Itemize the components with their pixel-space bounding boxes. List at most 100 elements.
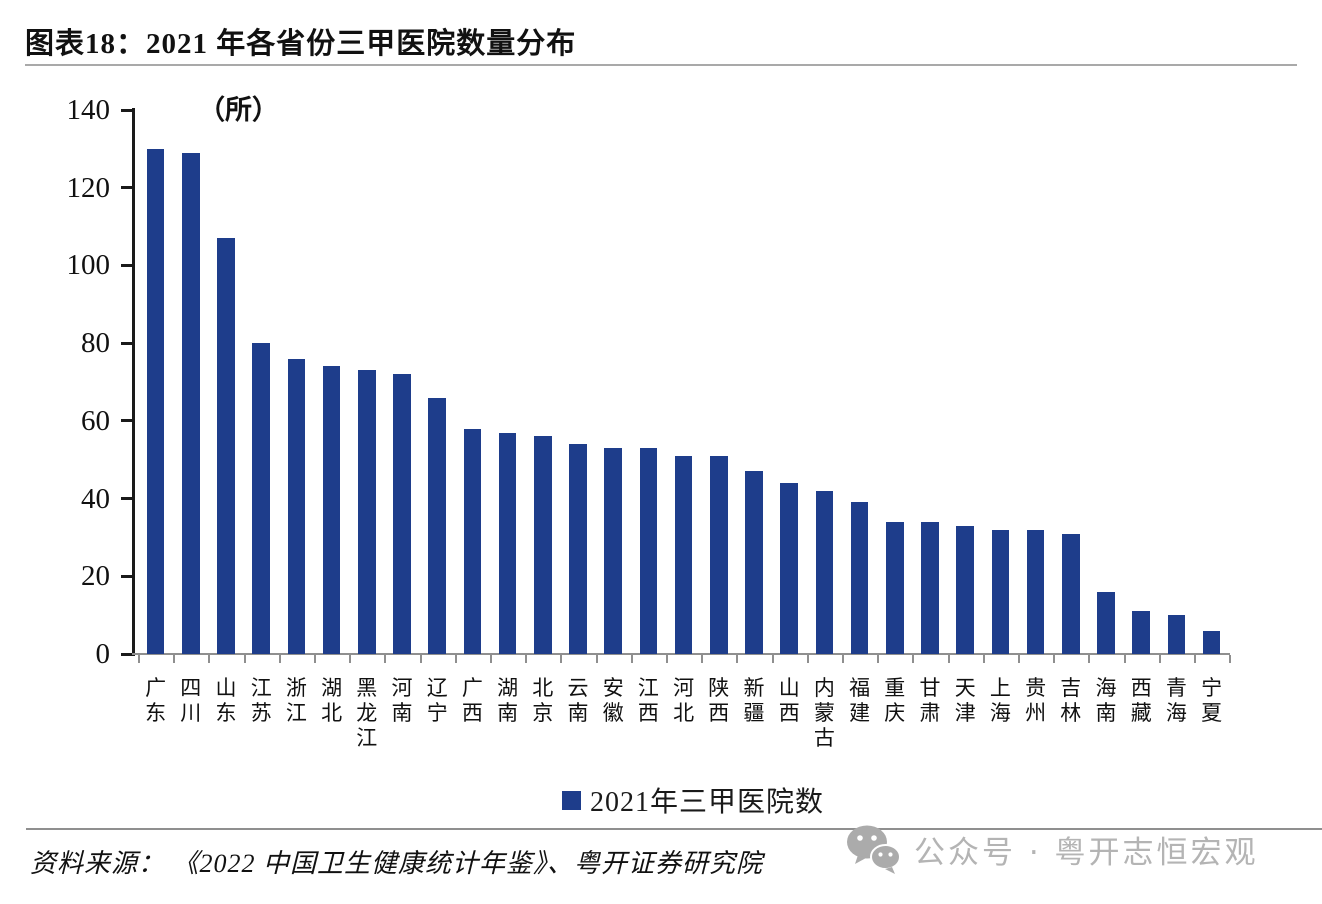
bar: [287, 358, 306, 654]
x-axis-label: 江西: [633, 676, 663, 726]
bar: [428, 397, 446, 654]
x-axis-label: 广西: [457, 676, 487, 726]
x-axis-tick: [1158, 655, 1161, 663]
x-axis-label-char: 北: [673, 701, 695, 725]
x-axis-label-char: 西: [461, 701, 483, 725]
x-axis-label-char: 山: [215, 676, 237, 700]
x-axis-label-char: 西: [1130, 676, 1152, 700]
x-axis-label: 河南: [387, 676, 417, 726]
x-axis-label-char: 津: [954, 701, 976, 725]
x-axis-label-char: 安: [602, 676, 624, 700]
bar: [1026, 529, 1045, 654]
x-axis-label: 广东: [141, 676, 171, 726]
x-axis-label: 福建: [845, 676, 875, 726]
x-axis-label: 甘肃: [915, 676, 945, 726]
x-axis-label: 辽宁: [422, 676, 452, 726]
x-axis-label: 云南: [563, 676, 593, 726]
bar: [815, 490, 834, 654]
y-axis-tick: [121, 419, 134, 423]
x-axis-tick: [419, 655, 422, 663]
x-axis-tick: [736, 655, 739, 663]
footer-divider: [26, 828, 1322, 830]
x-axis-label-char: 河: [391, 676, 413, 700]
x-axis-label-char: 湖: [497, 676, 519, 700]
bar: [604, 448, 622, 654]
x-axis-label-char: 上: [989, 676, 1011, 700]
bar: [393, 374, 411, 654]
x-axis-label-char: 新: [743, 676, 765, 700]
legend-label: 2021年三甲医院数: [590, 787, 825, 818]
x-axis-label: 新疆: [739, 676, 769, 726]
x-axis-label-char: 夏: [1201, 701, 1223, 725]
x-axis-label-char: 天: [954, 676, 976, 700]
bar: [745, 471, 763, 654]
x-axis-label-char: 北: [532, 676, 554, 700]
x-axis-tick: [384, 655, 387, 663]
x-axis-label: 湖南: [493, 676, 523, 726]
x-axis-tick: [1229, 655, 1232, 663]
y-axis-tick: [121, 574, 134, 578]
y-axis-tick: [121, 263, 134, 267]
x-axis-label: 内蒙古: [809, 676, 839, 751]
x-axis-tick: [806, 655, 809, 663]
y-axis-tick-label: 60: [81, 404, 110, 437]
x-axis-label-char: 宁: [1201, 676, 1223, 700]
y-axis-tick-label: 100: [66, 249, 111, 282]
bar: [780, 483, 798, 654]
wechat-icon: [847, 825, 901, 874]
y-axis-tick: [121, 497, 134, 501]
x-axis-label-char: 青: [1165, 676, 1187, 700]
bar: [1132, 611, 1150, 654]
x-axis-label: 上海: [985, 676, 1015, 726]
bar: [252, 343, 270, 654]
x-axis-label-char: 海: [989, 701, 1011, 725]
x-axis-label-char: 徽: [602, 701, 624, 725]
y-axis-tick: [121, 186, 134, 190]
x-axis-label-char: 南: [497, 701, 519, 725]
bar: [1202, 630, 1221, 654]
y-axis-tick-label: 140: [66, 94, 111, 126]
watermark: 公众号 · 粤开志恒宏观: [844, 822, 1259, 876]
x-axis-label: 河北: [669, 676, 699, 726]
x-axis-label: 贵州: [1021, 676, 1051, 726]
x-axis-label-char: 内: [813, 676, 835, 700]
bar: [463, 428, 482, 654]
x-axis-label: 四川: [176, 676, 206, 726]
x-axis-tick: [525, 655, 528, 663]
x-axis-tick: [1018, 655, 1020, 663]
x-axis-tick: [666, 655, 668, 663]
y-axis-line: [132, 108, 135, 656]
x-axis-label-char: 黑: [356, 676, 378, 700]
legend: 2021年三甲医院数: [562, 780, 824, 820]
bar: [498, 432, 517, 654]
x-axis-label-char: 四: [180, 676, 202, 700]
x-axis-label: 天津: [950, 676, 980, 726]
y-axis-tick: [121, 652, 134, 656]
x-axis-label-char: 肃: [919, 701, 941, 725]
x-axis-tick: [1053, 655, 1056, 663]
x-axis-tick: [173, 655, 176, 663]
source-text: 资料来源： 《2022 中国卫生健康统计年鉴》、粤开证券研究院: [30, 849, 764, 878]
x-axis-label-char: 贵: [1025, 676, 1047, 700]
x-axis-label-char: 河: [673, 676, 695, 700]
x-axis-label: 陕西: [704, 676, 734, 726]
x-axis-tick: [138, 655, 140, 663]
bar: [1097, 591, 1115, 654]
x-axis-label: 安徽: [598, 676, 628, 726]
x-axis-label-char: 广: [145, 676, 167, 700]
x-axis-tick: [208, 655, 211, 663]
x-axis-tick: [243, 655, 246, 663]
x-axis-label-char: 福: [849, 676, 871, 700]
x-axis-label: 黑龙江: [352, 676, 382, 751]
x-axis-label-char: 甘: [919, 676, 941, 700]
bar: [886, 521, 904, 654]
x-axis-tick: [1088, 655, 1091, 663]
bar: [182, 152, 200, 654]
x-axis-label: 吉林: [1056, 676, 1086, 726]
x-axis-label-char: 浙: [285, 676, 307, 700]
x-axis-label-char: 陕: [708, 676, 730, 700]
bar: [534, 436, 552, 654]
x-axis-label-char: 辽: [426, 676, 448, 700]
x-axis-tick: [349, 655, 352, 663]
x-axis-label-char: 藏: [1130, 701, 1152, 725]
